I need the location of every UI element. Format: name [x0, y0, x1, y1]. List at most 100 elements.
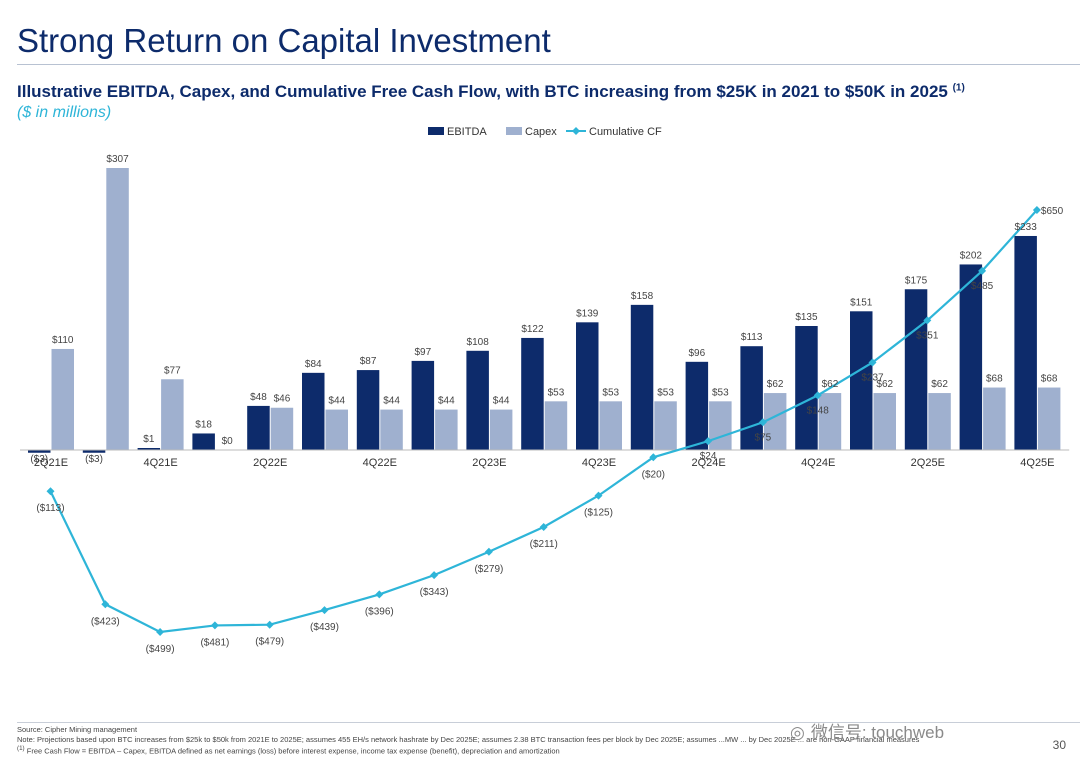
ebitda-value-label: $18 — [195, 419, 212, 430]
capex-value-label: $307 — [106, 154, 129, 165]
legend-swatch-ebitda — [428, 127, 444, 135]
capex-bar — [983, 387, 1006, 450]
capex-bar — [161, 379, 184, 450]
cumulative-cf-value-label: $351 — [916, 330, 939, 341]
legend-label: Capex — [525, 126, 557, 138]
chart-subtitle: Illustrative EBITDA, Capex, and Cumulati… — [17, 82, 965, 102]
ebitda-value-label: $108 — [467, 337, 490, 348]
ebitda-value-label: $175 — [905, 275, 928, 286]
capex-value-label: $62 — [931, 379, 948, 390]
cumulative-cf-value-label: ($499) — [146, 644, 175, 655]
cumulative-cf-point — [210, 621, 219, 630]
cumulative-cf-value-label: $485 — [971, 281, 994, 292]
cumulative-cf-point — [46, 487, 55, 496]
capex-bar — [654, 401, 677, 450]
capex-value-label: $44 — [493, 396, 510, 407]
cumulative-cf-point — [101, 600, 110, 609]
capex-bar — [763, 393, 787, 450]
ebitda-bar — [521, 337, 544, 450]
footnote-definition-text: Free Cash Flow = EBITDA – Capex, EBITDA … — [26, 746, 560, 756]
footnote-source: Source: Cipher Mining management — [17, 725, 138, 734]
capex-bars — [51, 168, 1061, 450]
capex-value-label: $110 — [52, 335, 74, 346]
x-tick-label: 2Q21E — [34, 457, 68, 469]
ebitda-value-label: $113 — [741, 332, 763, 343]
ebitda-bar — [28, 450, 51, 453]
x-tick-label: 2Q25E — [911, 457, 945, 469]
footnote-note: Note: Projections based upon BTC increas… — [17, 734, 920, 744]
ebitda-bar — [959, 264, 983, 450]
capex-bar — [106, 168, 129, 450]
ebitda-bars — [28, 235, 1037, 453]
legend-label: Cumulative CF — [589, 126, 662, 138]
cumulative-cf-value-label: ($125) — [584, 508, 613, 519]
ebitda-value-label: $233 — [1015, 222, 1038, 233]
ebitda-bar — [850, 311, 873, 450]
ebitda-bar — [82, 450, 106, 453]
x-tick-label: 2Q24E — [691, 457, 725, 469]
ebitda-value-label: $139 — [576, 308, 599, 319]
capex-bar — [325, 409, 348, 450]
ebitda-bar — [466, 350, 489, 450]
ebitda-bar — [1014, 235, 1037, 450]
cumulative-cf-value-label: ($20) — [642, 469, 665, 480]
cumulative-cf-point — [484, 547, 493, 556]
cumulative-cf-value-label: ($343) — [420, 587, 449, 598]
capex-value-label: $77 — [164, 365, 181, 376]
capex-value-label: $53 — [548, 387, 565, 398]
cumulative-cf-point — [539, 522, 548, 531]
cumulative-cf-value-label: ($396) — [365, 606, 394, 617]
data-labels: ($3) $110 ($3) $307 $1 $77 $18 $0 $48 $46 $84 $44 $8… — [30, 154, 1063, 655]
capex-bar — [380, 409, 403, 450]
ebitda-value-label: $135 — [795, 312, 818, 323]
chart-legend: EBITDA Capex Cumulative CF — [428, 126, 662, 138]
cumulative-cf-value-label: ($211) — [530, 539, 558, 550]
cumulative-cf-point — [265, 620, 274, 629]
ebitda-value-label: $96 — [689, 348, 706, 359]
capex-value-label: $62 — [876, 379, 893, 390]
ebitda-value-label: $151 — [850, 297, 873, 308]
footnote-marker: (1) — [17, 745, 25, 753]
ebitda-bar — [302, 372, 325, 450]
capex-bar — [818, 393, 842, 450]
title-divider — [17, 64, 1080, 65]
x-tick-label: 4Q23E — [582, 457, 616, 469]
wechat-icon: ◎ — [790, 723, 805, 742]
x-tick-label: 4Q21E — [143, 457, 177, 469]
capex-bar — [435, 409, 458, 450]
capex-value-label: $62 — [767, 379, 784, 390]
cumulative-cf-point — [320, 606, 329, 615]
cumulative-cf-value-label: $24 — [700, 451, 717, 462]
watermark: ◎ 微信号: touchweb — [790, 718, 944, 743]
page-title: Strong Return on Capital Investment — [17, 22, 551, 59]
capex-value-label: $53 — [712, 387, 729, 398]
cumulative-cf-point — [758, 418, 767, 427]
ebitda-bar — [192, 433, 215, 450]
cumulative-cf-value-label: $650 — [1041, 206, 1064, 217]
cumulative-cf-point — [430, 571, 439, 580]
capex-value-label: $46 — [274, 394, 291, 405]
capex-value-label: $53 — [602, 387, 619, 398]
cumulative-cf-point — [649, 453, 658, 462]
capex-value-label: $68 — [986, 374, 1003, 385]
cumulative-cf-value-label: ($423) — [91, 616, 120, 627]
subtitle-footnote-marker: (1) — [952, 82, 965, 94]
capex-value-label: $44 — [383, 396, 400, 407]
ebitda-value-label: $84 — [305, 359, 322, 370]
capex-value-label: $44 — [328, 396, 345, 407]
cumulative-cf-value-label: ($279) — [474, 564, 503, 575]
cumulative-cf-point — [156, 628, 165, 636]
capex-bar — [1037, 387, 1061, 450]
ebitda-bar — [685, 361, 709, 450]
capex-value-label: $62 — [822, 379, 839, 390]
ebitda-value-label: $158 — [631, 291, 654, 302]
cumulative-cf-line — [46, 206, 1041, 636]
capex-value-label: $68 — [1041, 374, 1058, 385]
footnote-definition: (1) Free Cash Flow = EBITDA – Capex, EBI… — [17, 744, 1027, 756]
footer-divider — [17, 722, 1080, 723]
capex-value-label: $44 — [438, 396, 455, 407]
ebitda-bar — [904, 289, 928, 450]
capex-bar — [599, 401, 622, 450]
ebitda-value-label: $202 — [960, 250, 983, 261]
x-tick-label: 2Q23E — [472, 457, 506, 469]
